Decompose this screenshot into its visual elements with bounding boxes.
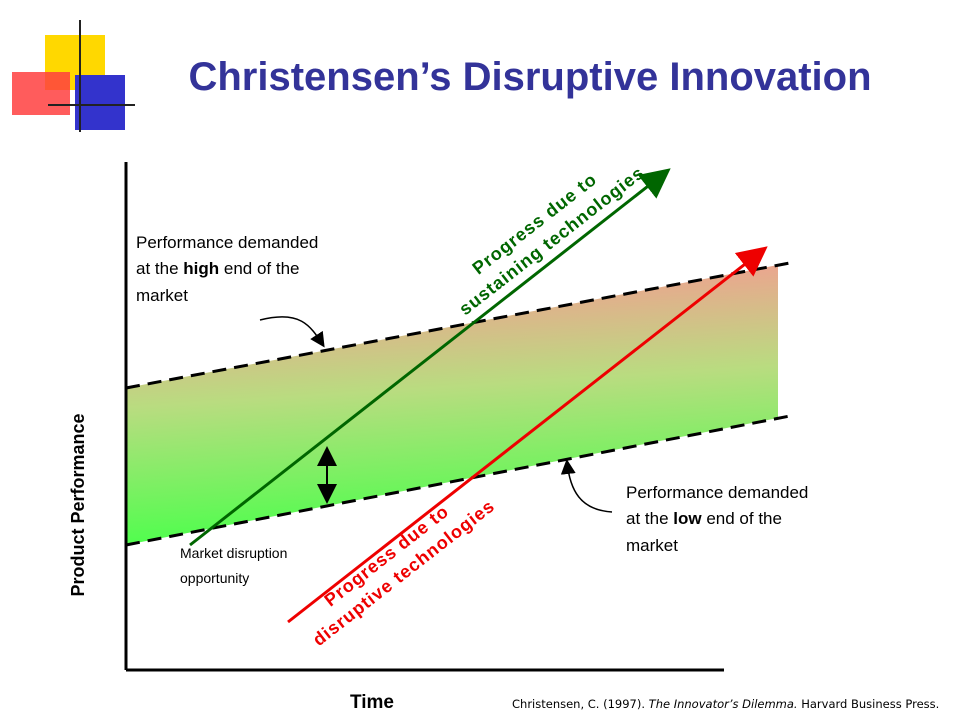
text-part: low (673, 509, 702, 528)
x-axis-label: Time (350, 692, 394, 713)
high-annotation: Performance demanded at the high end of … (136, 233, 323, 305)
text-part: The Innovator’s Dilemma. (649, 697, 798, 711)
low-annotation: Performance demanded at the low end of t… (626, 483, 813, 555)
y-axis-label: Product Performance (68, 413, 88, 596)
text-part: Market disruption (180, 545, 287, 561)
text-part: end of the (702, 509, 782, 528)
high-end-line (125, 260, 796, 390)
sustaining-arrow (189, 168, 671, 547)
text-part: Christensen, C. (1997). (512, 697, 649, 711)
text-part: disruptive technologies (309, 496, 499, 650)
text-part: market (136, 286, 188, 305)
text-part: Harvard Business Press. (798, 697, 940, 711)
text-part: end of the (219, 259, 299, 278)
text-part: high (183, 259, 219, 278)
sustaining-label: Progress due to sustaining technologies (441, 143, 649, 319)
text-part: at the (136, 259, 183, 278)
logo (12, 20, 135, 132)
citation: Christensen, C. (1997). The Innovator’s … (512, 697, 939, 711)
high-pointer (259, 316, 325, 348)
low-end-line (125, 413, 796, 547)
performance-band (126, 265, 778, 545)
title: Christensen’s Disruptive Innovation (188, 55, 871, 99)
disruptive-arrow (287, 246, 768, 624)
text-part: opportunity (180, 570, 249, 586)
disruption-annotation: Market disruption opportunity (180, 545, 291, 586)
text-part: at the (626, 509, 673, 528)
text-part: Performance demanded (626, 483, 808, 502)
text-part: Performance demanded (136, 233, 318, 252)
text-part: market (626, 536, 678, 555)
low-pointer (560, 459, 613, 513)
